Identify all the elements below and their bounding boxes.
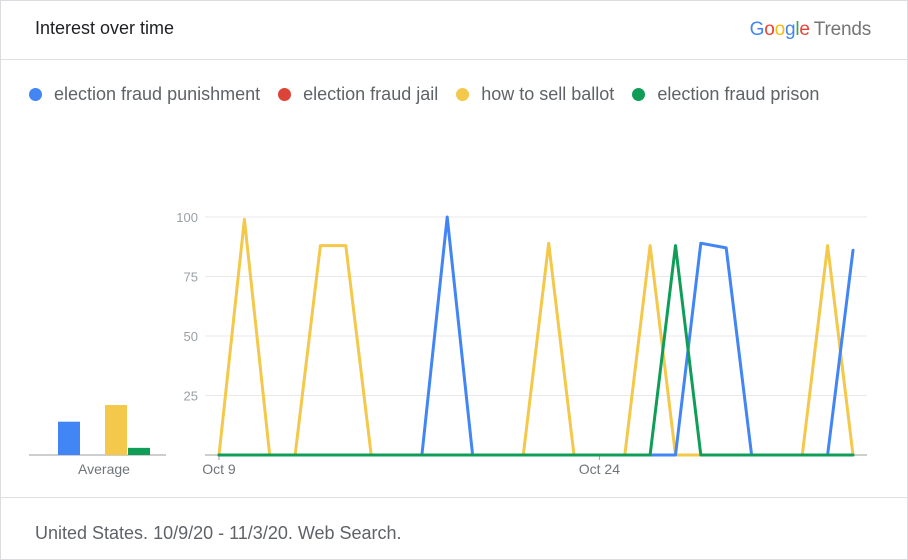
legend-label: election fraud prison — [657, 83, 820, 104]
legend-color-dot — [632, 87, 646, 101]
average-bar-0 — [58, 421, 80, 455]
card-footer: United States. 10/9/20 - 11/3/20. Web Se… — [1, 497, 907, 560]
legend-item-0[interactable]: election fraud punishment — [29, 84, 260, 105]
average-label: Average — [78, 461, 130, 477]
series-line-3 — [217, 244, 855, 457]
card-title: Interest over time — [35, 18, 175, 38]
footer-region-date-text: United States. 10/9/20 - 11/3/20. Web Se… — [35, 523, 402, 543]
legend-label: election fraud punishment — [54, 83, 261, 104]
legend-color-dot — [29, 87, 42, 101]
legend-item-3[interactable]: election fraud prison — [632, 84, 819, 105]
legend-label: how to sell ballot — [481, 83, 615, 104]
legend-label: election fraud jail — [303, 83, 439, 104]
card-header: Interest over time Google Trends — [1, 1, 907, 60]
interest-line-chart: 25 50 75 100 Oct 9 Oct 24 Average — [29, 210, 867, 477]
series-line-2 — [217, 217, 855, 457]
google-trends-logo[interactable]: Google Trends — [749, 19, 872, 41]
x-tick-label: Oct 9 — [202, 461, 236, 477]
y-tick-label: 25 — [184, 389, 198, 404]
y-tick-label: 50 — [184, 329, 198, 344]
legend-color-dot — [456, 87, 470, 101]
legend-color-dot — [278, 87, 292, 101]
x-tick-label: Oct 24 — [579, 461, 620, 477]
trends-logo-text: Trends — [813, 19, 871, 40]
average-bar-2 — [105, 405, 127, 455]
average-bar-3 — [128, 447, 150, 455]
legend-item-2[interactable]: how to sell ballot — [456, 84, 614, 105]
y-tick-label: 75 — [184, 270, 198, 285]
chart-legend: election fraud punishment election fraud … — [29, 82, 837, 106]
google-logo-text: Google — [749, 19, 810, 40]
y-tick-label: 100 — [176, 210, 198, 225]
legend-item-1[interactable]: election fraud jail — [278, 84, 438, 105]
